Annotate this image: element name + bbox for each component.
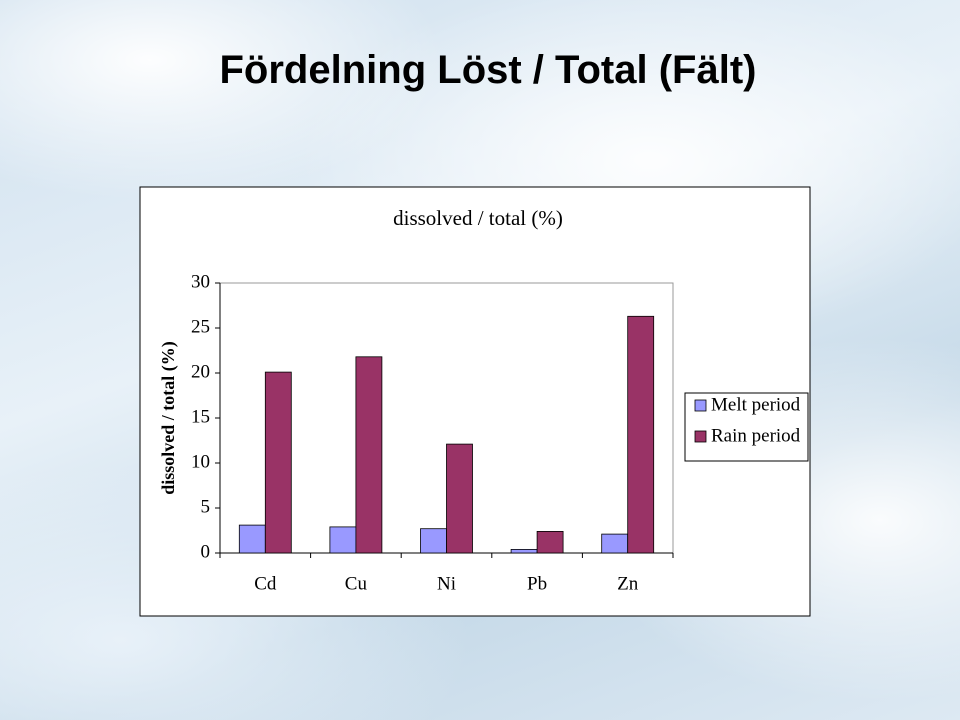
bar — [627, 315, 655, 554]
y-tick-label: 15 — [191, 406, 210, 427]
legend-label: Melt period — [711, 394, 801, 415]
x-tick-label: Ni — [437, 573, 456, 594]
y-tick-label: 0 — [201, 541, 211, 562]
bar — [238, 524, 266, 554]
y-axis-label: dissolved / total (%) — [158, 341, 179, 495]
x-tick-label: Cd — [254, 573, 277, 594]
bar — [510, 549, 538, 554]
bar — [264, 371, 292, 554]
bar — [446, 443, 473, 554]
legend-swatch — [694, 399, 707, 412]
bar — [601, 533, 629, 554]
legend-label: Rain period — [711, 425, 801, 446]
x-tick-label: Cu — [345, 573, 368, 594]
chart-title: dissolved / total (%) — [393, 206, 563, 230]
y-tick-label: 25 — [191, 316, 210, 337]
legend-swatch — [694, 430, 707, 443]
bar — [329, 526, 357, 554]
y-tick-label: 20 — [191, 361, 210, 382]
slide-title: Fördelning Löst / Total (Fält) — [219, 48, 757, 92]
bar — [420, 528, 447, 554]
bar — [536, 531, 564, 554]
x-tick-label: Zn — [617, 573, 639, 594]
y-tick-label: 30 — [191, 271, 210, 292]
x-tick-label: Pb — [527, 573, 547, 594]
y-tick-label: 5 — [201, 496, 211, 517]
bar — [355, 356, 383, 554]
y-tick-label: 10 — [191, 451, 210, 472]
